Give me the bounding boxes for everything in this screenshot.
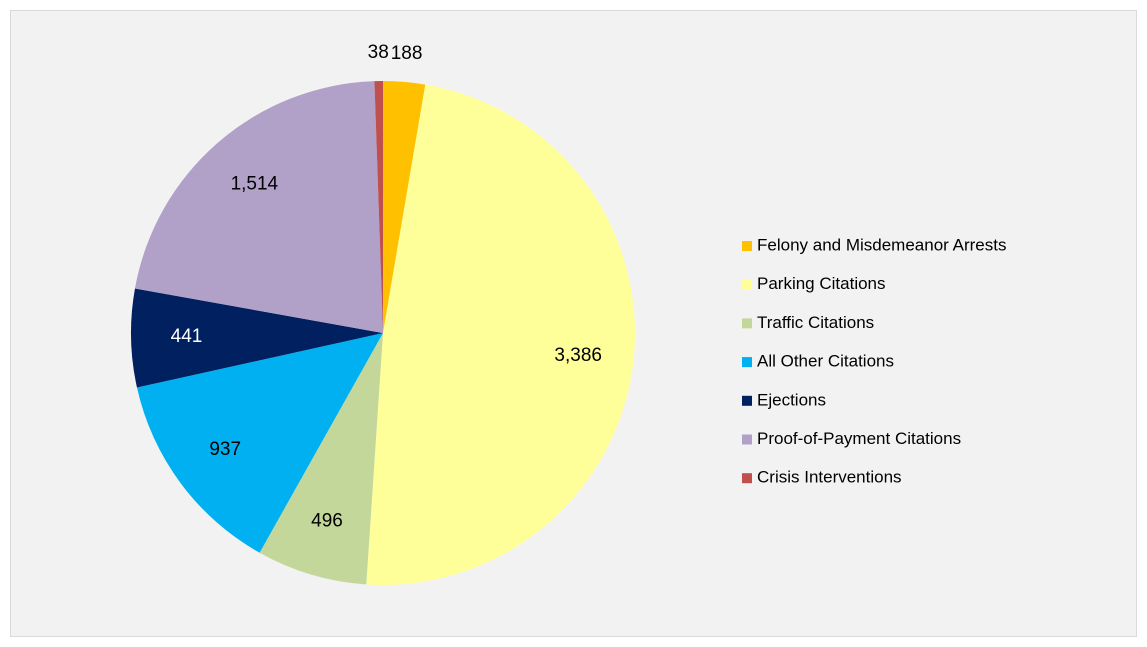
legend-swatch <box>742 241 752 251</box>
legend-swatch <box>742 318 752 329</box>
legend-label: Felony and Misdemeanor Arrests <box>757 235 1006 254</box>
legend-swatch <box>742 473 752 484</box>
legend-label: Ejections <box>757 390 826 409</box>
pie-slice <box>383 81 426 333</box>
legend-label: Proof-of-Payment Citations <box>757 429 961 448</box>
data-label: 1,514 <box>231 173 279 194</box>
legend-swatch <box>742 395 752 406</box>
data-label: 38 <box>368 42 389 63</box>
pie-slice <box>134 81 383 333</box>
legend-swatch <box>742 279 752 290</box>
legend-swatch <box>742 434 752 445</box>
legend-label: All Other Citations <box>757 352 894 371</box>
data-label: 3,386 <box>554 345 602 366</box>
data-label: 496 <box>311 510 343 531</box>
pie-slice <box>259 333 383 585</box>
data-label: 937 <box>209 439 241 460</box>
pie-slice <box>130 288 383 388</box>
legend-label: Traffic Citations <box>757 313 874 332</box>
legend-label: Parking Citations <box>757 274 886 293</box>
data-label: 441 <box>171 326 203 347</box>
pie-slice <box>374 81 383 333</box>
data-label: 188 <box>391 43 423 64</box>
pie-slice <box>136 333 383 553</box>
legend-label: Crisis Interventions <box>757 468 902 487</box>
legend-swatch <box>742 357 752 368</box>
pie-slice <box>366 84 635 585</box>
